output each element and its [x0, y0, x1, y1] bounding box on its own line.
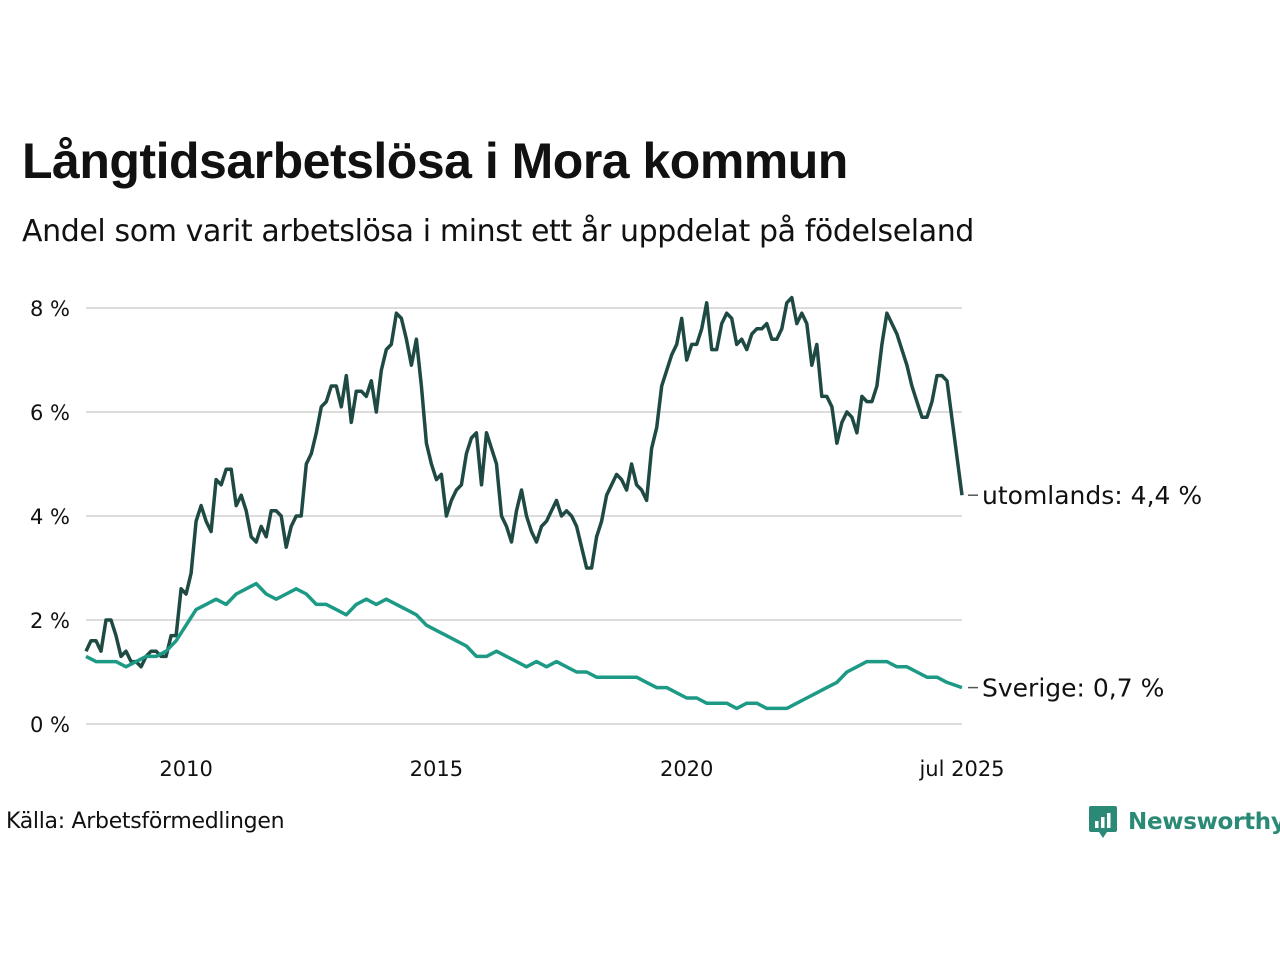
y-tick-label: 4 % — [30, 505, 70, 529]
series-end-labels: utomlands: 4,4 % Sverige: 0,7 % — [968, 481, 1202, 703]
y-tick-label: 2 % — [30, 609, 70, 633]
end-label-sverige: Sverige: 0,7 % — [982, 674, 1164, 703]
brand-name: Newsworthy — [1128, 809, 1280, 835]
newsworthy-logo-icon — [1089, 806, 1117, 838]
grid-lines — [86, 307, 962, 725]
chart-subtitle: Andel som varit arbetslösa i minst ett å… — [22, 214, 974, 249]
y-tick-label: 8 % — [30, 297, 70, 321]
series-line-utomlands — [84, 295, 964, 669]
x-tick-label: 2020 — [660, 757, 713, 781]
y-tick-label: 0 % — [30, 713, 70, 737]
y-axis-tick-labels: 0 % 2 % 4 % 6 % 8 % — [30, 297, 70, 737]
x-tick-label: jul 2025 — [918, 757, 1004, 781]
y-tick-label: 6 % — [30, 401, 70, 425]
end-label-utomlands: utomlands: 4,4 % — [982, 481, 1202, 510]
chart-title: Långtidsarbetslösa i Mora kommun — [22, 133, 848, 189]
x-tick-label: 2010 — [159, 757, 212, 781]
series-lines — [84, 295, 964, 711]
series-line-sverige — [85, 581, 963, 711]
x-axis-tick-labels: 2010 2015 2020 jul 2025 — [159, 757, 1004, 781]
x-tick-label: 2015 — [410, 757, 463, 781]
source-note: Källa: Arbetsförmedlingen — [6, 809, 285, 834]
newsworthy-brand[interactable]: Newsworthy — [1088, 803, 1280, 841]
